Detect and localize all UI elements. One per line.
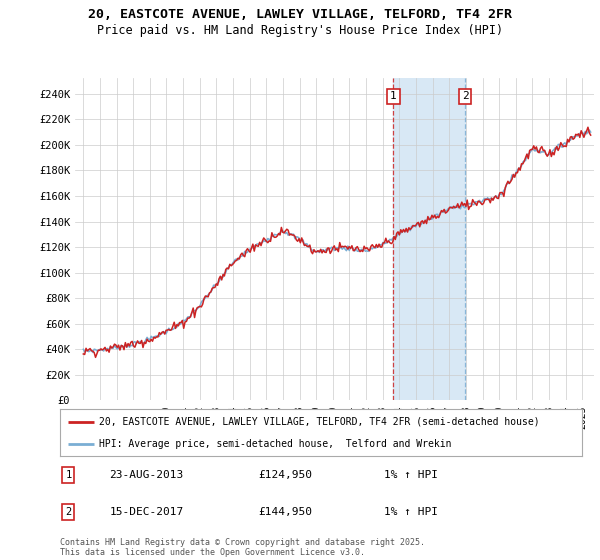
Text: 1% ↑ HPI: 1% ↑ HPI [383, 507, 437, 517]
Text: 20, EASTCOTE AVENUE, LAWLEY VILLAGE, TELFORD, TF4 2FR (semi-detached house): 20, EASTCOTE AVENUE, LAWLEY VILLAGE, TEL… [99, 417, 540, 427]
Text: 1: 1 [65, 470, 71, 479]
Text: Price paid vs. HM Land Registry's House Price Index (HPI): Price paid vs. HM Land Registry's House … [97, 24, 503, 36]
Bar [394, 78, 465, 400]
Text: 23-AUG-2013: 23-AUG-2013 [110, 470, 184, 479]
Text: 1% ↑ HPI: 1% ↑ HPI [383, 470, 437, 479]
Text: 20, EASTCOTE AVENUE, LAWLEY VILLAGE, TELFORD, TF4 2FR: 20, EASTCOTE AVENUE, LAWLEY VILLAGE, TEL… [88, 8, 512, 21]
Text: £144,950: £144,950 [259, 507, 313, 517]
Text: HPI: Average price, semi-detached house,  Telford and Wrekin: HPI: Average price, semi-detached house,… [99, 438, 452, 449]
Text: 1: 1 [390, 91, 397, 101]
Text: 2: 2 [462, 91, 469, 101]
Text: £124,950: £124,950 [259, 470, 313, 479]
Text: 15-DEC-2017: 15-DEC-2017 [110, 507, 184, 517]
Text: 2: 2 [65, 507, 71, 517]
Text: Contains HM Land Registry data © Crown copyright and database right 2025.
This d: Contains HM Land Registry data © Crown c… [60, 538, 425, 557]
